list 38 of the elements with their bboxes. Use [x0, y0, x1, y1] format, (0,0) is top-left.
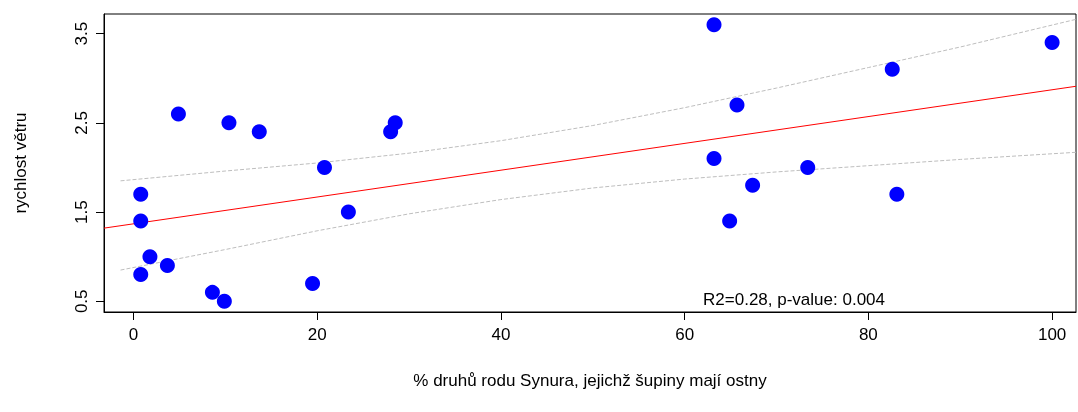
point [800, 159, 816, 175]
point [884, 61, 900, 77]
point [745, 177, 761, 193]
x-tick-label: 100 [1037, 325, 1067, 344]
point [317, 159, 332, 175]
point [133, 186, 149, 202]
point [133, 213, 149, 229]
y-tick-label: 3.5 [72, 21, 91, 46]
x-tick-label: 40 [491, 325, 511, 344]
annotation: R2=0.28, p-value: 0.004 [703, 290, 885, 309]
point [216, 293, 232, 309]
point [706, 151, 722, 167]
point [204, 284, 220, 300]
point [159, 258, 175, 274]
point [722, 213, 738, 229]
point [340, 204, 356, 220]
point [889, 186, 905, 202]
point [170, 106, 186, 122]
x-tick-label: 20 [307, 325, 327, 344]
y-tick-label: 0.5 [72, 289, 91, 314]
y-axis-title: rychlost větru [11, 112, 30, 214]
point [387, 115, 403, 131]
point [251, 124, 267, 140]
point [305, 275, 321, 291]
y-tick-label: 1.5 [72, 200, 91, 224]
point [221, 115, 237, 131]
line-series [120, 18, 1077, 182]
x-axis-title: % druhů rodu Synura, jejichž šupiny mají ostny [413, 371, 768, 390]
x-tick-label: 60 [675, 325, 695, 344]
y-tick-label: 2.5 [72, 111, 91, 135]
point [1044, 35, 1060, 51]
point [729, 97, 745, 113]
line-series [120, 151, 1077, 271]
x-tick-label: 0 [128, 325, 139, 344]
point [706, 17, 722, 33]
x-tick-label: 80 [858, 325, 878, 344]
point [142, 249, 158, 265]
point [133, 267, 149, 283]
